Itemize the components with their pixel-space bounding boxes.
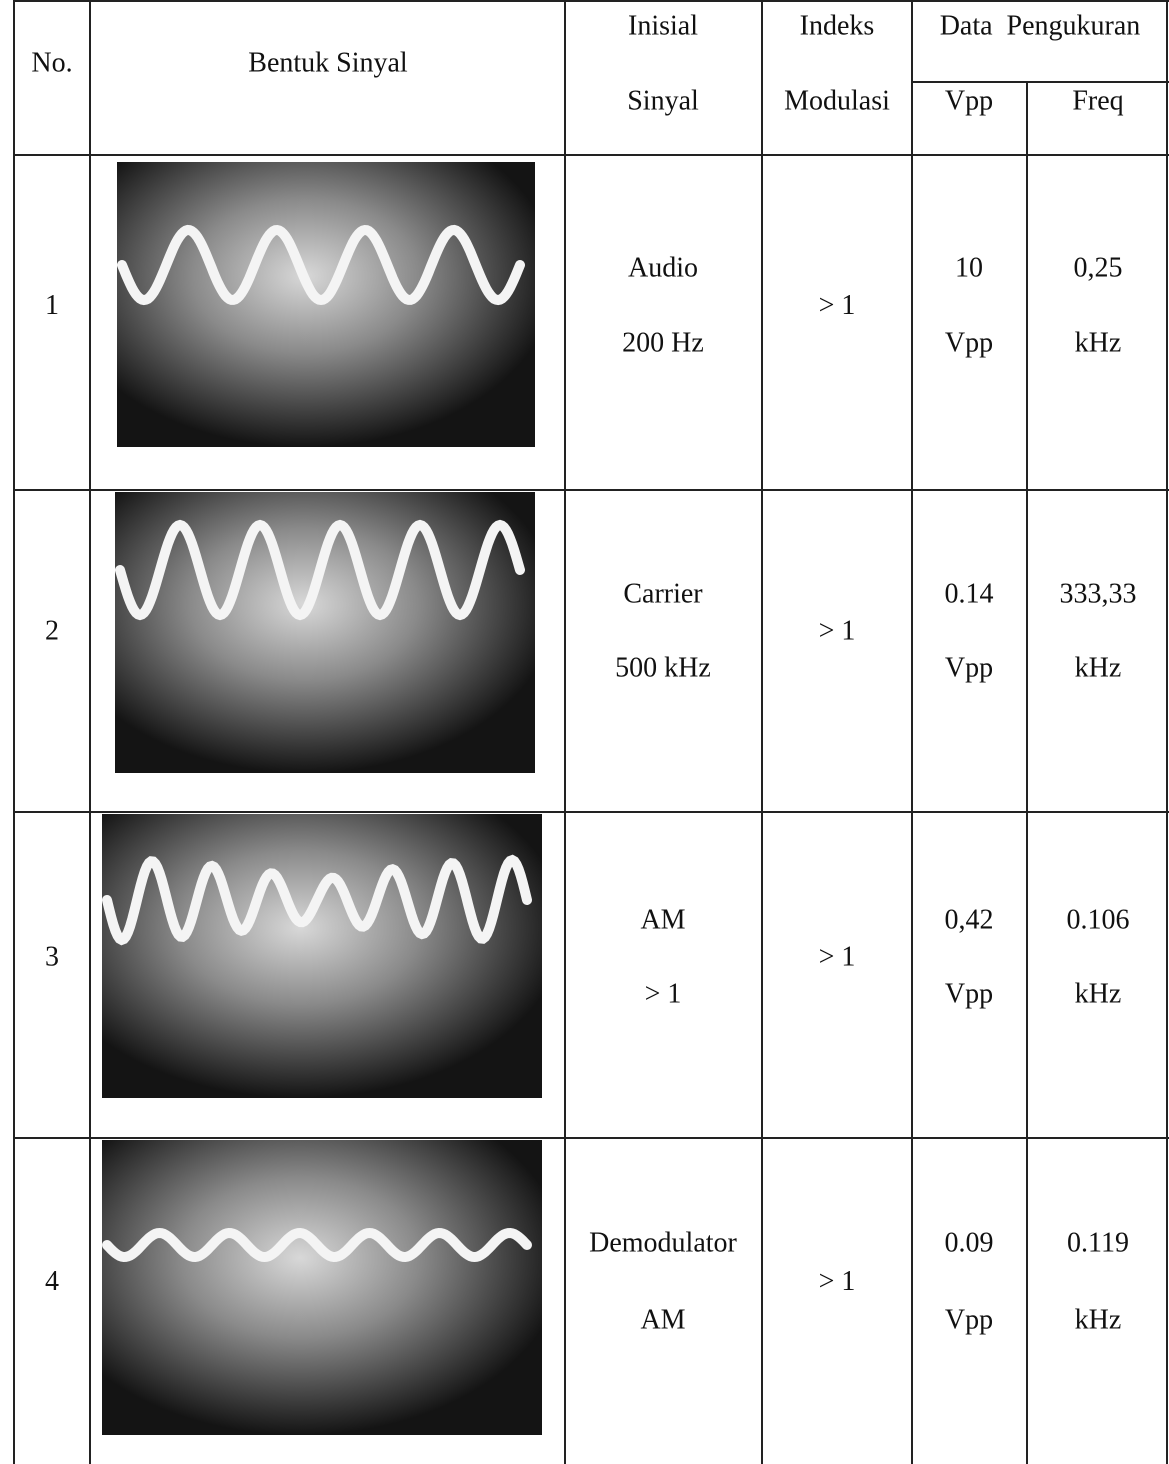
row-freq: kHz	[1075, 327, 1122, 358]
signal-trace	[115, 519, 525, 621]
header-indeks: Indeks	[800, 10, 875, 41]
header-bentuk: Bentuk Sinyal	[248, 47, 408, 78]
signal-image	[115, 492, 535, 773]
header-no: No.	[31, 47, 72, 78]
row-indeks: > 1	[819, 615, 856, 646]
row-freq: 333,33	[1060, 578, 1137, 609]
header-indeks: Modulasi	[784, 85, 890, 116]
row-no: 1	[45, 290, 59, 321]
row-inisial: Audio	[628, 252, 698, 283]
row-no: 3	[45, 941, 59, 972]
row-vpp: Vpp	[945, 652, 993, 683]
row-inisial: > 1	[645, 978, 682, 1009]
row-no: 4	[45, 1266, 59, 1297]
row-inisial: AM	[640, 904, 685, 935]
row-freq: kHz	[1075, 978, 1122, 1009]
table-grid	[13, 0, 1169, 1464]
signal-image	[117, 162, 535, 447]
header-data: Data Pengukuran	[940, 10, 1141, 41]
row-vpp: 0.09	[945, 1227, 994, 1258]
signal-image	[102, 814, 542, 1098]
row-freq: kHz	[1075, 1304, 1122, 1335]
header-inisial: Inisial	[628, 10, 698, 41]
row-inisial: 500 kHz	[615, 652, 711, 683]
signal-trace	[102, 854, 532, 946]
row-freq: 0.119	[1067, 1227, 1129, 1258]
signal-trace	[102, 1227, 532, 1263]
signal-image	[102, 1140, 542, 1435]
row-vpp: 10	[955, 252, 983, 283]
row-inisial: 200 Hz	[622, 327, 704, 358]
row-indeks: > 1	[819, 1266, 856, 1297]
row-vpp: Vpp	[945, 978, 993, 1009]
row-inisial: AM	[640, 1304, 685, 1335]
header-inisial: Sinyal	[627, 85, 699, 116]
header-vpp: Vpp	[945, 85, 993, 116]
row-freq: kHz	[1075, 652, 1122, 683]
row-vpp: 0.14	[945, 578, 994, 609]
row-freq: 0.106	[1067, 904, 1130, 935]
signal-trace	[117, 224, 525, 306]
row-indeks: > 1	[819, 941, 856, 972]
row-no: 2	[45, 615, 59, 646]
row-indeks: > 1	[819, 290, 856, 321]
row-vpp: Vpp	[945, 327, 993, 358]
row-vpp: Vpp	[945, 1304, 993, 1335]
header-freq: Freq	[1072, 85, 1123, 116]
row-inisial: Demodulator	[589, 1227, 737, 1258]
row-freq: 0,25	[1074, 252, 1123, 283]
row-inisial: Carrier	[623, 578, 703, 609]
row-vpp: 0,42	[945, 904, 994, 935]
